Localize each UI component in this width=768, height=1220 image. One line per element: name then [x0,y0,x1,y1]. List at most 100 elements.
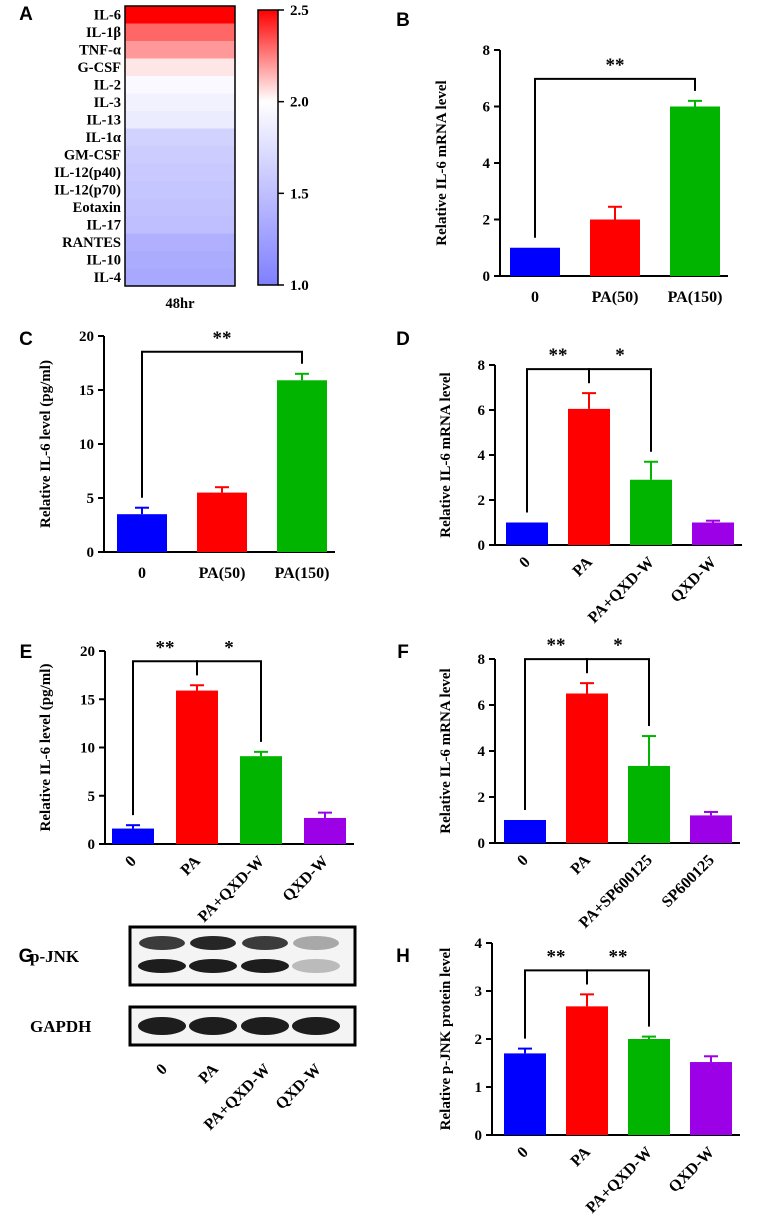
y-tick-label: 0 [475,1128,483,1144]
heatmap-row-label: IL-6 [94,8,121,24]
y-tick-label: 2 [478,790,486,806]
blot-band [190,936,236,950]
bar [568,408,610,545]
x-tick-label: PA [568,851,595,878]
x-tick-label: QXD-W [666,1144,718,1196]
colorbar-tick-label: 1.0 [290,278,309,294]
x-tick-label: 0 [138,565,146,582]
heatmap-cell [125,216,235,234]
heatmap-cell [125,111,235,129]
y-tick-label: 4 [483,156,491,172]
colorbar-tick-label: 1.5 [290,186,309,202]
y-tick-label: 5 [87,491,95,507]
panel-label-h: H [396,946,410,967]
heatmap-row-label: IL-13 [86,113,121,129]
y-tick-label: 6 [483,100,491,116]
heatmap-cell [125,128,235,147]
bar [112,828,154,844]
bar [566,693,608,843]
bar [590,219,640,276]
panel-label-b: B [396,10,410,31]
colorbar-tick-label: 2.5 [290,3,309,19]
panel-label-d: D [396,329,410,350]
heatmap-row-label: GM-CSF [64,148,121,164]
blot-band [241,1017,289,1035]
significance-bracket [588,368,652,452]
y-tick-label: 0 [478,538,486,554]
lane-label: QXD-W [273,1061,325,1113]
heatmap-cell [125,268,235,287]
panel-h: 0 1 2 3 4 Relative p-JNK protein level 0 PAPA+Q… [438,936,740,1217]
panel-label-g: G [19,946,34,967]
lane-label: 0 [153,1061,171,1079]
heatmap-cell [125,146,235,164]
heatmap-row-label: IL-4 [94,270,121,286]
bar [504,820,546,843]
significance-bracket [534,77,696,238]
panel-label-f: F [397,642,409,663]
significance-label: ** [547,635,566,656]
significance-label: ** [549,345,568,366]
heatmap-cell [125,41,235,59]
heatmap-cell [125,181,235,199]
heatmap-cell [125,233,235,252]
lane-label: PA [196,1060,223,1087]
x-tick-label: PA+QXD-W [583,1144,656,1217]
bar [510,247,560,276]
significance-label: * [615,345,625,366]
blot-label: p-JNK [30,947,80,966]
y-tick-label: 2 [478,493,486,509]
bar [304,817,346,844]
x-tick-label: 0 [516,554,534,572]
y-tick-label: 0 [483,269,491,285]
y-axis-label: Relative IL-6 mRNA level [438,668,454,833]
y-tick-label: 8 [478,358,486,374]
heatmap-cell [125,198,235,217]
bar [277,380,327,552]
y-tick-label: 4 [478,448,486,464]
x-tick-label: SP600125 [659,852,718,911]
significance-label: ** [213,328,232,349]
heatmap-row-label: Eotaxin [73,200,121,216]
heatmap-row-label: RANTES [62,235,121,251]
blot-frame [128,925,357,987]
y-tick-label: 6 [478,698,486,714]
panel-d: 0 2 4 6 8 Relative IL-6 mRNA level 0 PAPA+QXD-W… [438,345,742,627]
x-tick-label: 0 [514,852,532,870]
heatmap-column-label: 48hr [166,296,196,312]
panel-e: 0 5 10 15 20 Relative IL-6 level (pg/ml) 0 PAPA… [38,637,354,926]
x-tick-label: PA [570,553,597,580]
heatmap-cell [125,76,235,94]
significance-label: ** [609,946,628,967]
y-axis-label: Relative IL-6 level (pg/ml) [38,360,54,528]
bar [197,492,247,552]
heatmap-cell [125,163,235,182]
x-tick-label: PA+QXD-W [585,554,658,627]
significance-label: * [224,637,234,658]
y-tick-label: 10 [79,437,94,453]
x-tick-label: PA+QXD-W [195,853,268,926]
y-tick-label: 10 [80,741,95,757]
y-tick-label: 2 [475,1032,483,1048]
blot-band [189,959,237,973]
heatmap-cell [125,251,235,269]
heatmap-row-label: G-CSF [78,60,122,76]
bar [628,765,670,843]
heatmap-row-label: IL-3 [94,95,121,111]
x-tick-label: PA(150) [275,565,330,582]
bar [630,479,672,545]
bar [670,106,720,276]
x-tick-label: 0 [531,289,539,306]
colorbar-tick-label: 2.0 [290,95,309,111]
significance-label: ** [547,946,566,967]
y-tick-label: 4 [475,936,483,952]
heatmap-row-label: TNF-α [79,43,121,59]
panel-label-c: C [19,329,33,350]
y-tick-label: 0 [88,837,96,853]
heatmap-row-label: IL-1α [86,130,122,146]
heatmap-row-label: IL-17 [86,218,121,234]
y-tick-label: 1 [475,1080,483,1096]
bar [117,514,167,552]
y-axis-label: Relative IL-6 mRNA level [438,372,454,537]
